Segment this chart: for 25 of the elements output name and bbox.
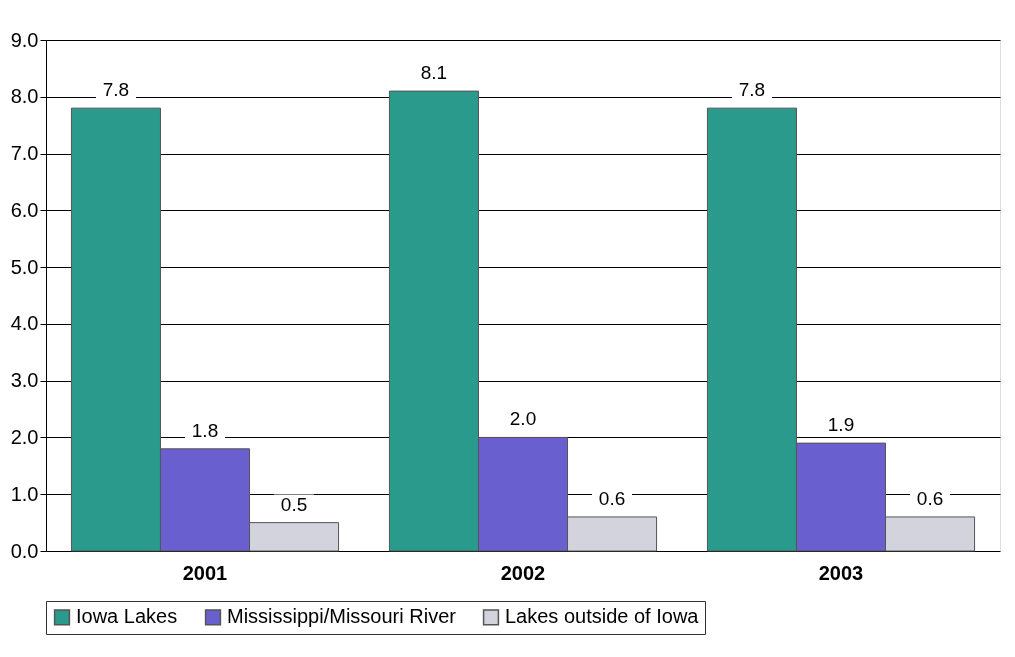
data-label: 0.6 xyxy=(598,487,626,509)
y-tick-label: 4.0 xyxy=(10,312,39,335)
y-tick-label: 0.0 xyxy=(10,539,39,562)
x-tick-label: 2002 xyxy=(500,561,546,584)
data-label: 7.8 xyxy=(102,79,130,101)
legend-label: Lakes outside of Iowa xyxy=(505,605,700,628)
data-label: 0.5 xyxy=(280,493,308,515)
y-tick-label: 3.0 xyxy=(10,369,39,392)
x-tick-label: 2001 xyxy=(182,561,228,584)
data-label: 7.8 xyxy=(738,79,766,101)
data-label: 1.8 xyxy=(191,419,219,441)
data-label: 8.1 xyxy=(420,62,448,84)
legend-label: Iowa Lakes xyxy=(76,605,178,628)
y-tick-label: 6.0 xyxy=(10,198,39,221)
y-tick-label: 9.0 xyxy=(10,28,39,51)
y-tick-label: 8.0 xyxy=(10,85,39,108)
y-tick-label: 5.0 xyxy=(10,255,39,278)
data-label: 1.9 xyxy=(827,414,855,436)
y-tick-label: 7.0 xyxy=(10,142,39,165)
y-tick-label: 2.0 xyxy=(10,425,39,448)
data-label: 0.6 xyxy=(916,487,944,509)
x-tick-label: 2003 xyxy=(818,561,864,584)
data-label: 2.0 xyxy=(509,408,537,430)
legend-label: Mississippi/Missouri River xyxy=(227,605,457,628)
y-tick-label: 1.0 xyxy=(10,482,39,505)
